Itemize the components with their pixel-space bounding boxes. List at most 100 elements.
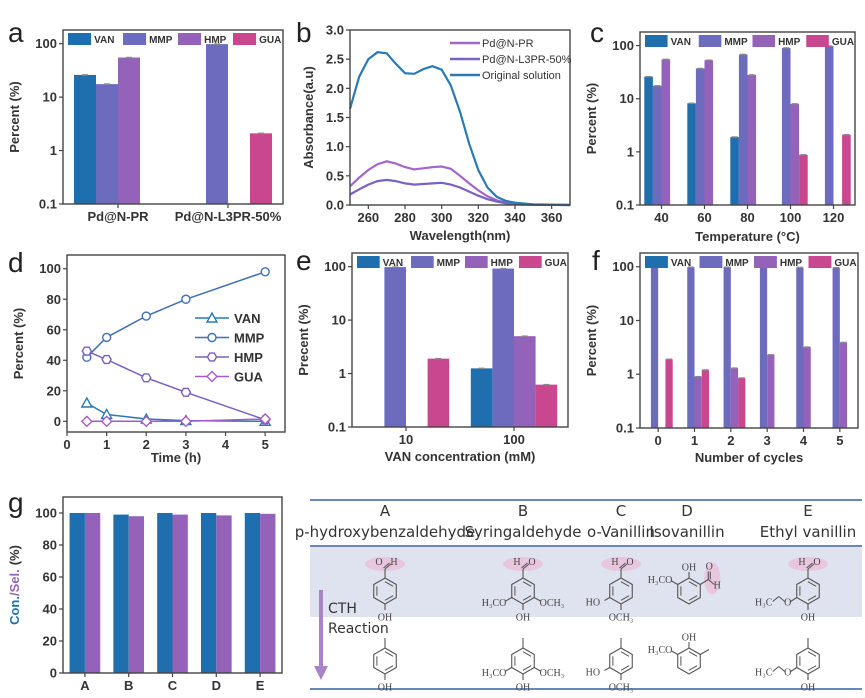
x-tick-label: 260 (357, 210, 379, 225)
atom-label: HO (586, 598, 600, 609)
double-bond (384, 651, 394, 657)
data-point-gua-diamond-icon (100, 415, 113, 428)
y-tick-label: 0.0 (326, 198, 344, 213)
chart-f: 0.1 1 10 100 0 1 2 3 4 5 VAN MMP HMP GUA Percent (%) Nu… (584, 252, 859, 465)
atom-label: OCH₃ (540, 598, 565, 609)
y-axis-title: Con./Sel. (%) (7, 545, 22, 625)
data-point-mmp-circle-icon (181, 294, 191, 304)
y-tick-label: 0.5 (326, 168, 344, 183)
bar-gua-1 (701, 369, 710, 428)
x-tick-label: 340 (504, 210, 526, 225)
x-tick-label: 5 (262, 437, 269, 452)
x-tick-label: 40 (654, 210, 668, 225)
column-letter: A (380, 502, 391, 520)
double-bond (620, 595, 630, 601)
data-point-mmp-circle-icon (101, 332, 112, 343)
atom-label: OCH₃ (609, 683, 634, 694)
data-point-hmp-hexagon-icon (180, 387, 192, 397)
atom-label: HO (586, 668, 600, 679)
reaction-label: Reaction (328, 621, 389, 637)
product-structure-A: OH (373, 638, 397, 694)
x-tick-label: 80 (740, 210, 754, 225)
data-point-van-triangle-icon (80, 396, 94, 408)
x-tick-label: 2 (143, 437, 150, 452)
plot-frame-f (639, 252, 859, 429)
legend-label: MMP (725, 258, 749, 269)
y-tick-label: 2.5 (326, 52, 344, 67)
atom-label: OH (516, 613, 530, 624)
bar-sel-A (84, 513, 101, 673)
substrate-table: Ap-hydroxybenzaldehyde B Syringaldehyde Co-… (295, 499, 862, 690)
bar-hmp-2 (730, 368, 739, 428)
legend-label: Pd@N-L3PR-50% (482, 54, 572, 66)
x-tick-label: Pd@N-PR (87, 209, 149, 224)
x-tick-label: 2 (727, 433, 734, 448)
legend-marker-hexagon-icon (206, 352, 218, 362)
bond (778, 596, 786, 602)
atom-label: H₃CO (648, 645, 673, 656)
double-bond (807, 581, 817, 587)
bar-sel-E (260, 513, 276, 673)
arrow-down-icon (314, 666, 328, 680)
y-tick-label: 2.0 (326, 81, 344, 96)
chart-d: 0 20 40 60 80 100 0 1 2 3 4 5 Percent (%) Time (h) VAN… (11, 254, 286, 465)
y-tick-label: 1 (50, 143, 57, 158)
y-tick-label: 10 (620, 313, 634, 328)
y-tick-label: 100 (324, 259, 346, 274)
x-tick-label: 0 (63, 437, 70, 452)
column-letter: C (616, 502, 626, 520)
bond (619, 562, 626, 569)
double-bond (807, 665, 817, 671)
legend-label: HMP (778, 37, 801, 48)
bar-van-Pd@N-PR (74, 74, 96, 204)
x-tick-label: E (256, 678, 265, 693)
reactant-row-band (310, 546, 862, 617)
double-bond (688, 595, 698, 601)
atom-label: O (375, 557, 382, 568)
y-tick-label: 60 (43, 570, 57, 585)
y-tick-label: 20 (47, 383, 61, 398)
reactant-structure-B: OH OH H₃CO OCH₃ (482, 557, 565, 624)
series-line-van (86, 402, 266, 423)
legend-label: VAN (671, 258, 691, 269)
bond (790, 667, 798, 672)
bar-gua-120 (842, 134, 851, 205)
bond (505, 667, 513, 672)
bond (806, 562, 813, 569)
bond (383, 562, 390, 569)
legend-swatch-hmp (752, 35, 776, 47)
reactant-structure-D: OH H₃CO OH (648, 562, 721, 605)
x-tick-label: 100 (503, 432, 525, 447)
bar-sel-B (128, 516, 145, 673)
y-tick-label: 80 (43, 538, 57, 553)
panel-label-e: e (296, 245, 312, 276)
bar-mmp-4 (796, 267, 804, 428)
y-tick-label: 40 (47, 353, 61, 368)
data-point-gua-diamond-icon (140, 415, 153, 428)
double-bond (620, 581, 630, 587)
x-tick-label: 3 (764, 433, 771, 448)
x-tick-label: 3 (182, 437, 189, 452)
data-point-mmp-circle-icon (260, 267, 270, 277)
atom-label: H₃CO (482, 668, 507, 679)
bond (521, 562, 528, 569)
y-tick-label: 1.5 (326, 110, 344, 125)
double-bond (384, 665, 394, 671)
double-bond (688, 581, 698, 587)
legend-swatch-mmp (699, 256, 723, 268)
y-tick-label: 1 (627, 367, 634, 382)
aldehyde-highlight (788, 557, 828, 571)
legend-label: HMP (204, 35, 227, 46)
x-tick-label: 5 (836, 433, 843, 448)
product-structure-D: OH H₃CO (648, 633, 710, 675)
legend-label: HMP (491, 258, 514, 269)
x-tick-label: 120 (823, 210, 845, 225)
atom-label: H₃CO (482, 598, 507, 609)
legend-swatch-gua (519, 256, 542, 268)
y-tick-label: 60 (47, 322, 61, 337)
legend-swatch-mmp (698, 35, 722, 47)
atom-label: O (528, 557, 535, 568)
x-axis-title: Wavelength(nm) (410, 228, 511, 243)
column-letter: E (803, 502, 812, 520)
chart-a: 0.1 1 10 100 Pd@N-PR Pd@N-L3PR-50% VAN MMP HMP GU… (7, 29, 284, 224)
